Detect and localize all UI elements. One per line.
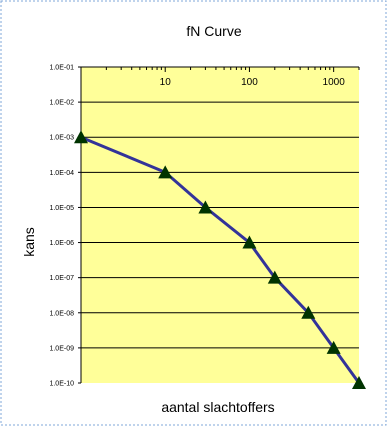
y-tick-label: 1.0E-06 (49, 240, 74, 247)
y-tick-label: 1.0E-03 (49, 135, 74, 142)
x-tick-label: 1000 (323, 77, 346, 88)
y-tick-label: 1.0E-09 (49, 345, 74, 352)
plot-background (81, 67, 359, 383)
x-axis-label: aantal slachtoffers (161, 399, 274, 415)
plot-area: 1.0E-01 1.0E-02 1.0E-03 1.0E-04 1.0E-05 1.0E-… (49, 65, 366, 390)
y-tick-label: 1.0E-05 (49, 205, 74, 212)
y-tick-label: 1.0E-02 (49, 100, 74, 107)
y-tick-label: 1.0E-04 (49, 170, 74, 177)
chart-title: fN Curve (186, 23, 241, 39)
x-tick-label: 10 (160, 77, 172, 88)
y-tick-label: 1.0E-07 (49, 275, 74, 282)
y-axis-label: kans (21, 227, 37, 257)
y-tick-label: 1.0E-10 (49, 381, 74, 388)
x-tick-label: 100 (241, 77, 258, 88)
y-tick-label: 1.0E-01 (49, 65, 74, 72)
y-tick-label: 1.0E-08 (49, 310, 74, 317)
